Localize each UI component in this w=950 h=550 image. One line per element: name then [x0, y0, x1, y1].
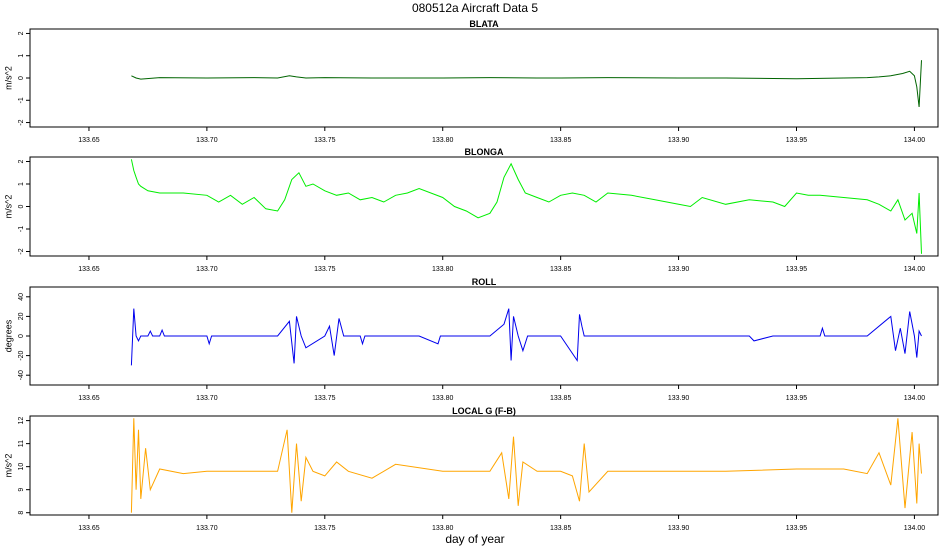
x-tick-label: 134.00: [904, 266, 926, 273]
x-tick-label: 133.75: [314, 266, 336, 273]
y-tick-label: 0: [18, 76, 25, 80]
y-tick-label: 0: [18, 334, 25, 338]
figure-title: 080512a Aircraft Data 5: [412, 1, 538, 15]
y-tick-label: -1: [18, 97, 25, 103]
panel-title: LOCAL G (F-B): [452, 406, 516, 416]
y-tick-label: -2: [18, 248, 25, 254]
x-tick-label: 133.85: [550, 137, 572, 144]
x-tick-label: 134.00: [904, 395, 926, 402]
x-tick-label: 133.65: [78, 525, 100, 532]
panels: BLATA 133.65 133.70 133.75 133.80 133.85 133.9…: [3, 19, 939, 532]
series-line: [130, 418, 922, 513]
x-tick-label: 133.70: [196, 525, 218, 532]
x-axis-label: day of year: [445, 532, 504, 546]
x-tick-label: 133.65: [78, 266, 100, 273]
y-tick-label: 20: [18, 312, 25, 320]
panel-title: ROLL: [472, 277, 497, 287]
x-tick-label: 133.70: [196, 395, 218, 402]
x-tick-label: 133.80: [432, 395, 454, 402]
y-tick-label: 0: [18, 204, 25, 208]
y-tick-label: 9: [18, 488, 25, 492]
y-tick-label: 2: [18, 31, 25, 35]
panel-2: BLONGA 133.65 133.70 133.75 133.80 133.85 133.…: [3, 147, 939, 273]
x-tick-label: 133.80: [432, 137, 454, 144]
y-tick-label: 2: [18, 159, 25, 163]
series-line: [131, 60, 922, 108]
y-axis-label: degrees: [3, 319, 13, 352]
x-tick-label: 133.90: [668, 395, 690, 402]
panel-4: LOCAL G (F-B) 133.65 133.70 133.75 133.80 133…: [3, 406, 939, 532]
x-tick-label: 133.80: [432, 266, 454, 273]
x-tick-label: 133.85: [550, 525, 572, 532]
x-tick-label: 133.85: [550, 395, 572, 402]
x-tick-label: 133.95: [786, 137, 808, 144]
x-tick-label: 133.95: [786, 266, 808, 273]
y-axis-label: m/s^2: [3, 195, 13, 219]
x-tick-label: 134.00: [904, 525, 926, 532]
panel-1: BLATA 133.65 133.70 133.75 133.80 133.85 133.9…: [3, 19, 939, 144]
plot-frame: [29, 415, 939, 516]
y-tick-label: 8: [18, 511, 25, 515]
x-tick-label: 133.75: [314, 137, 336, 144]
x-tick-label: 133.75: [314, 525, 336, 532]
plot-frame: [29, 156, 939, 257]
y-tick-label: 10: [18, 463, 25, 471]
y-axis-label: m/s^2: [3, 66, 13, 90]
panel-title: BLONGA: [465, 147, 504, 157]
x-tick-label: 133.90: [668, 137, 690, 144]
x-tick-label: 133.85: [550, 266, 572, 273]
y-tick-label: -40: [18, 370, 25, 380]
x-tick-label: 133.90: [668, 525, 690, 532]
x-tick-label: 134.00: [904, 137, 926, 144]
x-tick-label: 133.90: [668, 266, 690, 273]
y-tick-label: -20: [18, 350, 25, 360]
y-tick-label: 1: [18, 182, 25, 186]
y-tick-label: -2: [18, 119, 25, 125]
x-tick-label: 133.70: [196, 137, 218, 144]
y-axis-label: m/s^2: [3, 454, 13, 478]
series-line: [130, 159, 922, 254]
x-tick-label: 133.75: [314, 395, 336, 402]
y-tick-label: 40: [18, 293, 25, 301]
y-tick-label: 1: [18, 54, 25, 58]
x-tick-label: 133.65: [78, 137, 100, 144]
x-tick-label: 133.95: [786, 395, 808, 402]
x-tick-label: 133.65: [78, 395, 100, 402]
x-tick-label: 133.95: [786, 525, 808, 532]
y-tick-label: -1: [18, 226, 25, 232]
y-tick-label: 12: [18, 417, 25, 425]
x-tick-label: 133.80: [432, 525, 454, 532]
panel-title: BLATA: [469, 19, 499, 29]
y-tick-label: 11: [18, 440, 25, 447]
panel-3: ROLL 133.65 133.70 133.75 133.80 133.85 133.90…: [3, 277, 939, 402]
x-tick-label: 133.70: [196, 266, 218, 273]
series-line: [130, 308, 922, 366]
